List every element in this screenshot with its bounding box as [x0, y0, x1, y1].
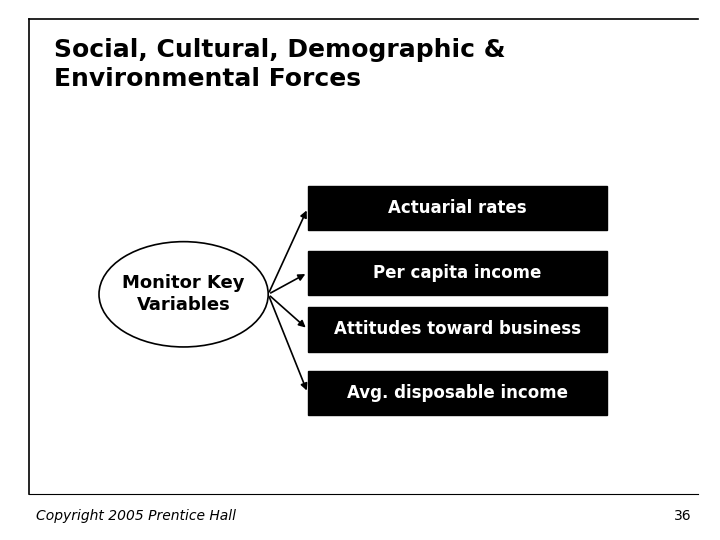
Text: Copyright 2005 Prentice Hall: Copyright 2005 Prentice Hall [36, 509, 236, 523]
Text: Attitudes toward business: Attitudes toward business [333, 320, 581, 339]
Text: Avg. disposable income: Avg. disposable income [347, 384, 567, 402]
Text: Social, Cultural, Demographic &
Environmental Forces: Social, Cultural, Demographic & Environm… [54, 38, 505, 91]
Bar [308, 307, 606, 352]
Text: 36: 36 [674, 509, 691, 523]
Bar [308, 186, 606, 230]
Text: Monitor Key
Variables: Monitor Key Variables [122, 274, 245, 314]
Text: Per capita income: Per capita income [373, 264, 541, 282]
Ellipse shape [99, 241, 268, 347]
Text: Actuarial rates: Actuarial rates [388, 199, 526, 217]
Bar [308, 371, 606, 415]
Bar [308, 251, 606, 295]
